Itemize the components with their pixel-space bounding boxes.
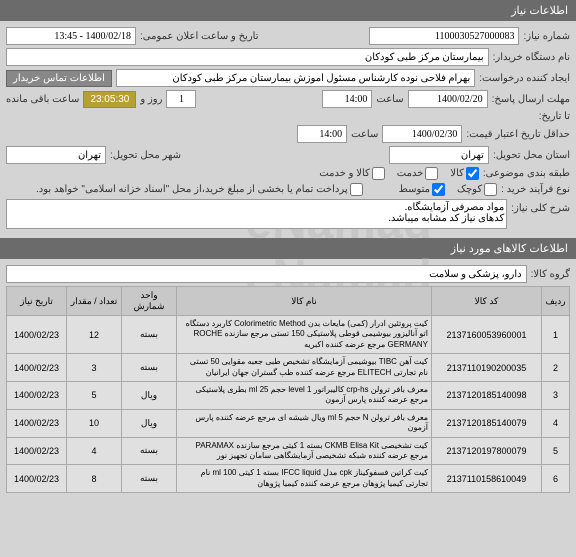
cell-name: معرف بافر ترولن N حجم ml 5 ویال شیشه ای … bbox=[177, 409, 432, 437]
delivery-province-input[interactable] bbox=[389, 146, 489, 164]
need-number-input[interactable] bbox=[369, 27, 519, 45]
cell-n: 6 bbox=[542, 465, 570, 493]
deadline-time-input[interactable] bbox=[322, 90, 372, 108]
table-row: 42137120185140079معرف بافر ترولن N حجم m… bbox=[7, 409, 570, 437]
cell-date: 1400/02/23 bbox=[7, 409, 67, 437]
service-checkbox[interactable] bbox=[425, 167, 438, 180]
cell-unit: بسته bbox=[122, 354, 177, 382]
cell-name: کیت آهن TIBC بیوشیمی آزمایشگاه تشخیص طبی… bbox=[177, 354, 432, 382]
small-checkbox-label: کوچک bbox=[457, 184, 482, 195]
service-checkbox-label: خدمت bbox=[397, 168, 424, 179]
goods-service-checkbox[interactable] bbox=[372, 167, 385, 180]
items-table: ردیف کد کالا نام کالا واحد شمارش تعداد /… bbox=[6, 286, 570, 493]
cell-name: کیت پروتئین ادرار (کمی) مایعات بدن Color… bbox=[177, 316, 432, 354]
need-number-label: شماره نیاز: bbox=[523, 31, 570, 42]
min-validity-time-input[interactable] bbox=[297, 125, 347, 143]
table-row: 22137110190200035کیت آهن TIBC بیوشیمی آز… bbox=[7, 354, 570, 382]
cell-name: کیت تشخیصی CKMB Elisa Kit بسته 1 کیتی مر… bbox=[177, 437, 432, 465]
cell-date: 1400/02/23 bbox=[7, 354, 67, 382]
cell-n: 4 bbox=[542, 409, 570, 437]
cell-unit: بسته bbox=[122, 465, 177, 493]
table-row: 62137110158610049کیت کراتین فسفوکیناز cp… bbox=[7, 465, 570, 493]
cell-qty: 4 bbox=[67, 437, 122, 465]
announce-label: تاریخ و ساعت اعلان عمومی: bbox=[140, 31, 259, 42]
cell-name: معرف بافر ترولن crp-hs کالیبراتور level … bbox=[177, 381, 432, 409]
cell-date: 1400/02/23 bbox=[7, 316, 67, 354]
cell-date: 1400/02/23 bbox=[7, 465, 67, 493]
cell-n: 3 bbox=[542, 381, 570, 409]
th-row: ردیف bbox=[542, 287, 570, 316]
announce-input[interactable] bbox=[6, 27, 136, 45]
cell-code: 2137120197800079 bbox=[432, 437, 542, 465]
deadline-time-label: ساعت bbox=[376, 94, 403, 105]
delivery-province-label: استان محل تحویل: bbox=[493, 150, 570, 161]
payment-note-checkbox[interactable] bbox=[350, 183, 363, 196]
goods-service-checkbox-label: کالا و خدمت bbox=[319, 168, 370, 179]
table-row: 12137160053960001کیت پروتئین ادرار (کمی)… bbox=[7, 316, 570, 354]
group-input[interactable] bbox=[6, 265, 527, 283]
cell-n: 2 bbox=[542, 354, 570, 382]
to-date-label: تا تاریخ: bbox=[539, 111, 570, 122]
creator-label: ایجاد کننده درخواست: bbox=[479, 73, 570, 84]
countdown-badge: 23:05:30 bbox=[83, 91, 136, 108]
cell-code: 2137120185140079 bbox=[432, 409, 542, 437]
medium-checkbox-label: متوسط bbox=[399, 184, 430, 195]
desc-label: شرح کلی نیاز: bbox=[511, 199, 570, 214]
cell-code: 2137110190200035 bbox=[432, 354, 542, 382]
table-row: 32137120185140098معرف بافر ترولن crp-hs … bbox=[7, 381, 570, 409]
cell-n: 1 bbox=[542, 316, 570, 354]
cell-qty: 3 bbox=[67, 354, 122, 382]
min-validity-label: حداقل تاریخ اعتبار قیمت: bbox=[466, 129, 570, 140]
budget-label: طبقه بندی موضوعی: bbox=[483, 168, 570, 179]
medium-checkbox[interactable] bbox=[432, 183, 445, 196]
goods-checkbox-label: کالا bbox=[450, 168, 464, 179]
buyer-input[interactable] bbox=[6, 48, 489, 66]
cell-unit: ویال bbox=[122, 409, 177, 437]
cell-qty: 12 bbox=[67, 316, 122, 354]
cell-name: کیت کراتین فسفوکیناز cpk مدل IFCC liquid… bbox=[177, 465, 432, 493]
cell-date: 1400/02/23 bbox=[7, 437, 67, 465]
cell-unit: بسته bbox=[122, 316, 177, 354]
purchase-type-label: نوع فرآیند خرید : bbox=[501, 184, 570, 195]
small-checkbox[interactable] bbox=[484, 183, 497, 196]
th-qty: تعداد / مقدار bbox=[67, 287, 122, 316]
deadline-label: مهلت ارسال پاسخ: bbox=[492, 94, 570, 105]
section-header-items: اطلاعات کالاهای مورد نیاز bbox=[0, 238, 576, 259]
cell-unit: ویال bbox=[122, 381, 177, 409]
buyer-contact-button[interactable]: اطلاعات تماس خریدار bbox=[6, 70, 112, 87]
delivery-city-label: شهر محل تحویل: bbox=[110, 150, 181, 161]
min-validity-date-input[interactable] bbox=[382, 125, 462, 143]
day-count-input bbox=[166, 90, 196, 108]
cell-qty: 10 bbox=[67, 409, 122, 437]
group-label: گروه کالا: bbox=[531, 269, 570, 280]
cell-date: 1400/02/23 bbox=[7, 381, 67, 409]
deadline-date-input[interactable] bbox=[408, 90, 488, 108]
cell-qty: 8 bbox=[67, 465, 122, 493]
th-code: کد کالا bbox=[432, 287, 542, 316]
goods-checkbox[interactable] bbox=[466, 167, 479, 180]
delivery-city-input[interactable] bbox=[6, 146, 106, 164]
payment-note-label: پرداخت تمام یا بخشی از مبلغ خرید،از محل … bbox=[36, 184, 348, 195]
cell-code: 2137110158610049 bbox=[432, 465, 542, 493]
min-validity-time-label: ساعت bbox=[351, 129, 378, 140]
th-unit: واحد شمارش bbox=[122, 287, 177, 316]
cell-n: 5 bbox=[542, 437, 570, 465]
cell-code: 2137120185140098 bbox=[432, 381, 542, 409]
day-label: روز و bbox=[140, 94, 162, 105]
table-row: 52137120197800079کیت تشخیصی CKMB Elisa K… bbox=[7, 437, 570, 465]
section-header-need-info: اطلاعات نیاز bbox=[0, 0, 576, 21]
th-date: تاریخ نیاز bbox=[7, 287, 67, 316]
cell-qty: 5 bbox=[67, 381, 122, 409]
cell-code: 2137160053960001 bbox=[432, 316, 542, 354]
buyer-label: نام دستگاه خریدار: bbox=[493, 52, 570, 63]
cell-unit: بسته bbox=[122, 437, 177, 465]
th-name: نام کالا bbox=[177, 287, 432, 316]
desc-textarea[interactable] bbox=[6, 199, 507, 229]
creator-input[interactable] bbox=[116, 69, 475, 87]
remaining-label: ساعت باقی مانده bbox=[6, 94, 79, 105]
